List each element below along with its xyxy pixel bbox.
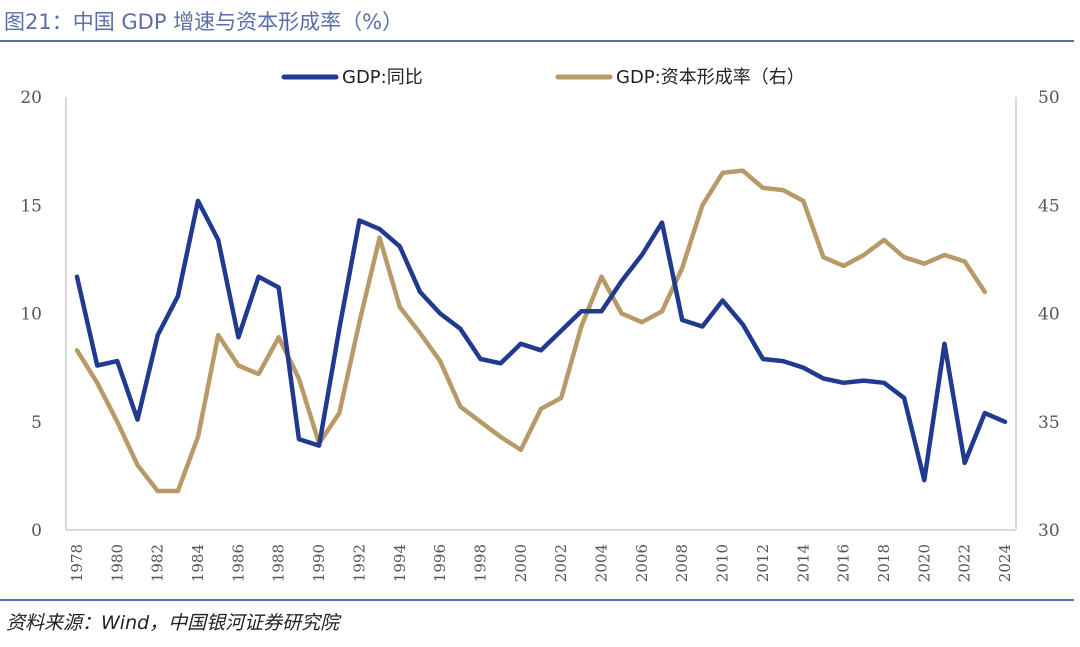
left-y-ticks: 0 5 10 15 20: [20, 88, 42, 541]
y-left-tick-label: 0: [31, 521, 42, 541]
x-tick-label: 1990: [310, 544, 328, 582]
x-tick-label: 2008: [673, 544, 691, 582]
x-tick-label: 1988: [270, 544, 288, 582]
x-tick-label: 2014: [794, 544, 812, 582]
chart-title: 图21：中国 GDP 增速与资本形成率（%）: [4, 10, 404, 34]
y-left-tick-label: 15: [20, 196, 42, 216]
bottom-rule: [0, 599, 1074, 601]
x-tick-label: 2012: [754, 544, 772, 582]
legend-label-capital: GDP:资本形成率（右）: [616, 67, 805, 88]
x-tick-label: 2004: [593, 544, 611, 582]
x-tick-label: 1984: [189, 544, 207, 582]
y-right-tick-label: 40: [1038, 305, 1060, 325]
top-rule: [0, 40, 1074, 42]
y-right-tick-label: 30: [1038, 521, 1060, 541]
x-tick-label: 1986: [229, 544, 247, 582]
x-tick-label: 1978: [68, 544, 86, 582]
y-right-tick-label: 50: [1038, 88, 1060, 108]
y-left-tick-label: 5: [31, 413, 42, 433]
x-tick-label: 2002: [552, 544, 570, 582]
y-left-tick-label: 10: [20, 305, 42, 325]
source-note: 资料来源：Wind，中国银河证券研究院: [6, 612, 340, 634]
x-tick-label: 1992: [350, 544, 368, 582]
legend: GDP:同比 GDP:资本形成率（右）: [281, 67, 805, 88]
x-tick-label: 1982: [149, 544, 167, 582]
x-tick-label: 1998: [471, 544, 489, 582]
x-tick-label: 2000: [512, 544, 530, 582]
line-chart: 0 5 10 15 20 30 35 40 45 50 1978 1980 1982 1984 1986…: [20, 67, 1060, 582]
y-right-tick-label: 45: [1038, 196, 1060, 216]
x-tick-label: 2020: [915, 544, 933, 582]
y-left-tick-label: 20: [20, 88, 42, 108]
x-ticks: 1978 1980 1982 1984 1986 1988 1990 1992 1994 1996…: [68, 544, 1014, 582]
x-tick-label: 1994: [391, 544, 409, 582]
x-tick-label: 2024: [996, 544, 1014, 582]
series-layer: [74, 168, 1008, 494]
x-tick-label: 2016: [835, 544, 853, 582]
y-right-tick-label: 35: [1038, 413, 1060, 433]
x-tick-label: 2006: [633, 544, 651, 582]
x-tick-label: 1980: [108, 544, 126, 582]
x-tick-label: 2018: [875, 544, 893, 582]
x-tick-label: 1996: [431, 544, 449, 582]
series-line-capital: [74, 168, 988, 494]
legend-label-gdp: GDP:同比: [342, 67, 423, 88]
x-tick-label: 2022: [956, 544, 974, 582]
right-y-ticks: 30 35 40 45 50: [1038, 88, 1060, 541]
x-tick-label: 2010: [714, 544, 732, 582]
